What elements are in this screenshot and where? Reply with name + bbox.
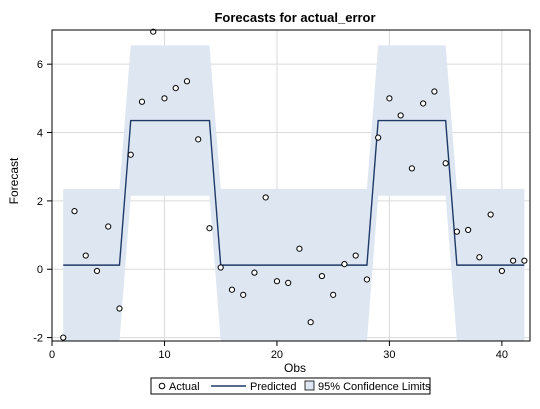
actual-point bbox=[251, 269, 258, 276]
actual-point bbox=[93, 267, 101, 275]
actual-point bbox=[487, 211, 494, 218]
actual-point bbox=[138, 98, 146, 105]
actual-point bbox=[105, 223, 112, 230]
actual-point bbox=[498, 267, 505, 275]
actual-point bbox=[195, 136, 202, 143]
predicted-line bbox=[63, 119, 525, 266]
actual-point bbox=[465, 226, 472, 234]
actual-point bbox=[285, 279, 292, 287]
legend: Actual Predicted 95% Confidence Limits bbox=[150, 377, 431, 395]
actual-point bbox=[442, 160, 449, 167]
actual-point bbox=[375, 134, 382, 141]
plot-frame bbox=[51, 29, 531, 342]
legend-limits-swatch bbox=[304, 380, 315, 391]
axes: 0 10 20 30 40 -2 0 2 4 6 bbox=[33, 59, 508, 361]
x-tick-label: 40 bbox=[496, 349, 508, 361]
legend-limits-label: 95% Confidence Limits bbox=[318, 381, 431, 393]
x-tick-label: 20 bbox=[271, 349, 283, 361]
y-tick-label: 2 bbox=[37, 196, 43, 208]
legend-predicted-label: Predicted bbox=[250, 381, 296, 393]
actual-point bbox=[363, 276, 371, 283]
legend-box bbox=[150, 377, 431, 395]
y-tick-label: -2 bbox=[33, 333, 43, 345]
actual-point bbox=[296, 245, 303, 252]
actual-point bbox=[172, 84, 179, 92]
x-axis-label: Obs bbox=[284, 361, 306, 375]
actual-point bbox=[476, 254, 483, 261]
actual-point bbox=[273, 278, 281, 285]
actual-point bbox=[318, 272, 326, 280]
legend-actual-label: Actual bbox=[169, 381, 200, 393]
actual-point bbox=[352, 252, 359, 259]
actual-point bbox=[228, 286, 236, 293]
confidence-band bbox=[63, 45, 525, 341]
actual-point bbox=[60, 334, 67, 341]
actual-point bbox=[341, 261, 348, 268]
chart-title: Forecasts for actual_error bbox=[214, 10, 375, 25]
actual-point bbox=[510, 257, 517, 264]
y-tick-label: 4 bbox=[37, 128, 43, 140]
x-tick-label: 10 bbox=[158, 349, 170, 361]
actual-point bbox=[127, 151, 134, 158]
actual-point bbox=[82, 252, 89, 259]
y-tick-label: 6 bbox=[37, 59, 43, 71]
actual-point bbox=[183, 78, 191, 85]
x-tick-label: 0 bbox=[49, 349, 55, 361]
actual-point bbox=[330, 291, 337, 298]
actual-point bbox=[453, 228, 460, 235]
actual-point bbox=[262, 194, 269, 201]
actual-point bbox=[397, 112, 404, 119]
confidence-band-area bbox=[63, 45, 525, 341]
actual-point bbox=[420, 100, 427, 107]
y-tick-label: 0 bbox=[37, 264, 43, 276]
actual-point bbox=[71, 208, 78, 215]
actual-point bbox=[116, 305, 123, 312]
predicted-series bbox=[63, 119, 525, 266]
actual-point bbox=[240, 291, 247, 298]
actual-point bbox=[217, 264, 224, 271]
actual-series bbox=[60, 28, 528, 341]
actual-point bbox=[431, 88, 438, 95]
y-axis-label: Forecast bbox=[7, 157, 21, 204]
actual-point bbox=[307, 319, 314, 326]
actual-point bbox=[206, 225, 213, 232]
legend-actual-marker bbox=[158, 382, 166, 390]
x-tick-label: 30 bbox=[383, 349, 395, 361]
actual-point bbox=[521, 257, 528, 264]
actual-point bbox=[161, 95, 168, 102]
actual-point bbox=[408, 165, 416, 172]
actual-point bbox=[386, 95, 393, 102]
